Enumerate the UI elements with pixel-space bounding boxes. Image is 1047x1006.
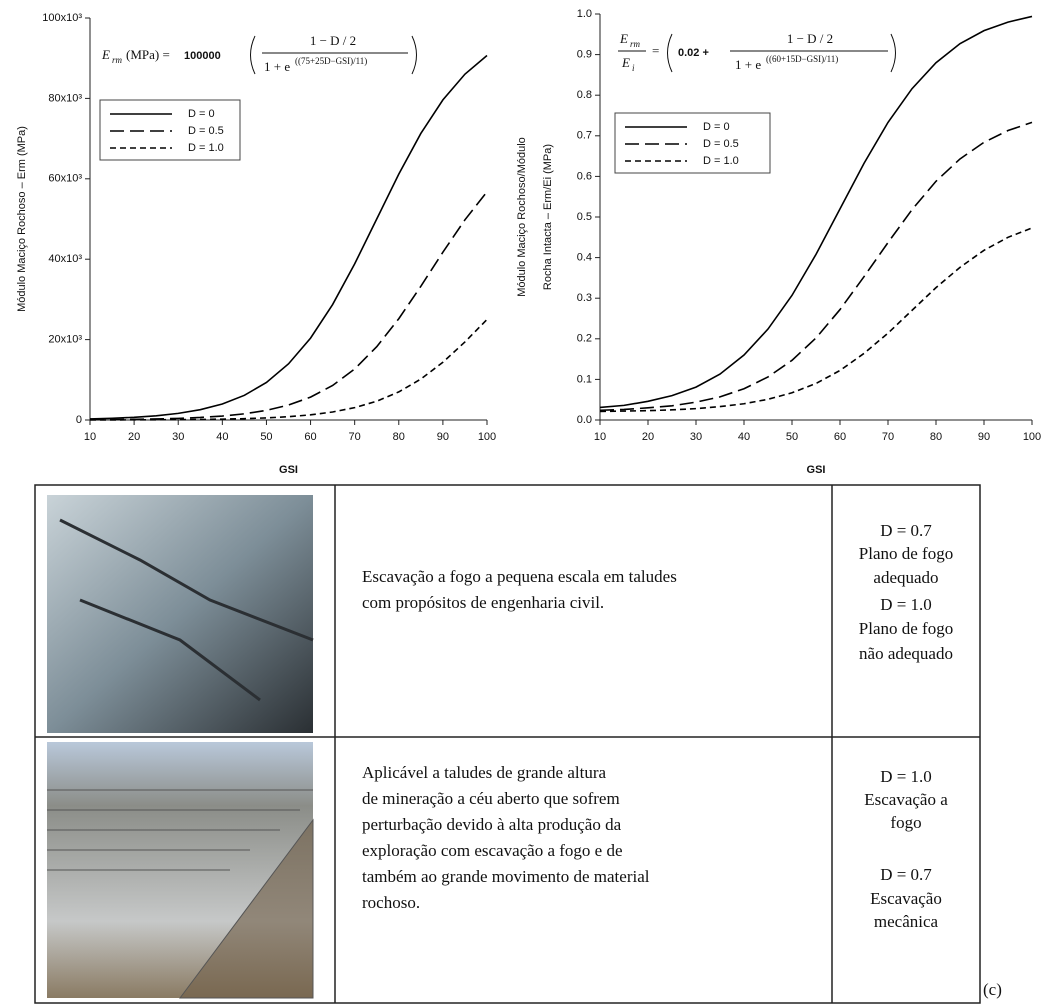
x-tick-label: 10	[84, 431, 96, 443]
description-line: também ao grande movimento de material	[362, 867, 650, 886]
x-axis-label: GSI	[807, 464, 826, 476]
x-tick-label: 60	[834, 431, 846, 443]
y-tick-label: 80x10³	[48, 92, 82, 104]
description-line: com propósitos de engenharia civil.	[362, 593, 604, 612]
legend-box	[615, 113, 770, 173]
d-note-line: Escavação a	[864, 790, 948, 809]
d-note-line: Plano de fogo	[859, 619, 953, 638]
formula: 100000	[184, 50, 221, 62]
description-line: exploração com escavação a fogo e de	[362, 841, 623, 860]
formula: ((60+15D−GSI)/11)	[766, 54, 838, 64]
formula: E	[619, 31, 628, 46]
formula: (MPa) =	[126, 47, 170, 62]
d-note-line: não adequado	[859, 644, 953, 663]
y-axis-label: Módulo Maciço Rochoso – Erm (MPa)	[16, 126, 28, 312]
formula: rm	[630, 39, 641, 49]
formula: 1 − D / 2	[310, 33, 356, 48]
description-line: de mineração a céu aberto que sofrem	[362, 789, 620, 808]
y-tick-label: 0.3	[577, 292, 592, 304]
legend-label: D = 0	[703, 121, 730, 133]
d-note-line: D = 0.7	[880, 865, 932, 884]
legend-label: D = 0.5	[703, 138, 739, 150]
photo-slope	[47, 495, 313, 733]
legend-label: D = 0.5	[188, 125, 224, 137]
paren	[412, 36, 417, 74]
formula: i	[632, 63, 635, 73]
x-tick-label: 80	[393, 431, 405, 443]
line-series	[90, 192, 487, 420]
paren	[668, 34, 673, 72]
y-tick-label: 1.0	[577, 8, 592, 20]
formula: E	[621, 55, 630, 70]
description-line: perturbação devido à alta produção da	[362, 815, 622, 834]
formula: =	[652, 43, 659, 58]
x-tick-label: 90	[978, 431, 990, 443]
y-axis-label: Módulo Maciço Rochoso/Módulo	[516, 137, 528, 297]
description-line: Aplicável a taludes de grande altura	[362, 763, 606, 782]
y-axis-label: Rocha Intacta – Erm/Ei (MPa)	[542, 144, 554, 290]
y-tick-label: 60x10³	[48, 173, 82, 185]
x-tick-label: 30	[690, 431, 702, 443]
y-tick-label: 100x10³	[42, 12, 82, 24]
formula: 1 − D / 2	[787, 31, 833, 46]
d-note-line: D = 1.0	[880, 767, 932, 786]
y-tick-label: 0.5	[577, 211, 592, 223]
x-tick-label: 70	[882, 431, 894, 443]
x-tick-label: 40	[738, 431, 750, 443]
paren	[891, 34, 896, 72]
x-tick-label: 60	[304, 431, 316, 443]
formula: 1 + e	[264, 59, 290, 74]
legend-label: D = 1.0	[188, 142, 224, 154]
line-series	[90, 320, 487, 420]
x-tick-label: 20	[128, 431, 140, 443]
line-series	[600, 16, 1032, 407]
legend-label: D = 0	[188, 108, 215, 120]
y-tick-label: 0.6	[577, 170, 592, 182]
figure-label: (c)	[983, 980, 1002, 999]
x-tick-label: 50	[786, 431, 798, 443]
formula: E	[101, 47, 110, 62]
legend-label: D = 1.0	[703, 155, 739, 167]
description-line: rochoso.	[362, 893, 420, 912]
x-tick-label: 100	[1023, 431, 1041, 443]
y-tick-label: 0	[76, 414, 82, 426]
formula: rm	[112, 55, 123, 65]
formula: ((75+25D−GSI)/11)	[295, 56, 367, 66]
y-tick-label: 0.8	[577, 89, 592, 101]
x-tick-label: 70	[349, 431, 361, 443]
d-note-line: D = 1.0	[880, 595, 932, 614]
d-note-line: adequado	[873, 568, 938, 587]
y-tick-label: 0.9	[577, 49, 592, 61]
y-tick-label: 0.4	[577, 252, 592, 264]
y-tick-label: 20x10³	[48, 334, 82, 346]
x-tick-label: 10	[594, 431, 606, 443]
d-note-line: fogo	[890, 813, 921, 832]
table-text: Escavação a fogo a pequena escala em tal…	[362, 521, 953, 931]
y-tick-label: 0.7	[577, 130, 592, 142]
d-note-line: mecânica	[874, 912, 939, 931]
y-tick-label: 0.1	[577, 373, 592, 385]
description-line: Escavação a fogo a pequena escala em tal…	[362, 567, 677, 586]
d-note-line: D = 0.7	[880, 521, 932, 540]
x-tick-label: 20	[642, 431, 654, 443]
y-tick-label: 0.0	[577, 414, 592, 426]
formula: 1 + e	[735, 57, 761, 72]
x-tick-label: 30	[172, 431, 184, 443]
d-note-line: Escavação	[870, 889, 942, 908]
x-tick-label: 80	[930, 431, 942, 443]
x-axis-label: GSI	[279, 464, 298, 476]
x-tick-label: 40	[216, 431, 228, 443]
x-tick-label: 100	[478, 431, 496, 443]
formula: 0.02 +	[678, 47, 709, 59]
x-tick-label: 90	[437, 431, 449, 443]
x-tick-label: 50	[260, 431, 272, 443]
y-tick-label: 0.2	[577, 333, 592, 345]
y-tick-label: 40x10³	[48, 253, 82, 265]
paren	[251, 36, 256, 74]
page: E rm (MPa) = 100000 1 − D / 2 1 + e ((75…	[0, 0, 1047, 1006]
d-note-line: Plano de fogo	[859, 544, 953, 563]
